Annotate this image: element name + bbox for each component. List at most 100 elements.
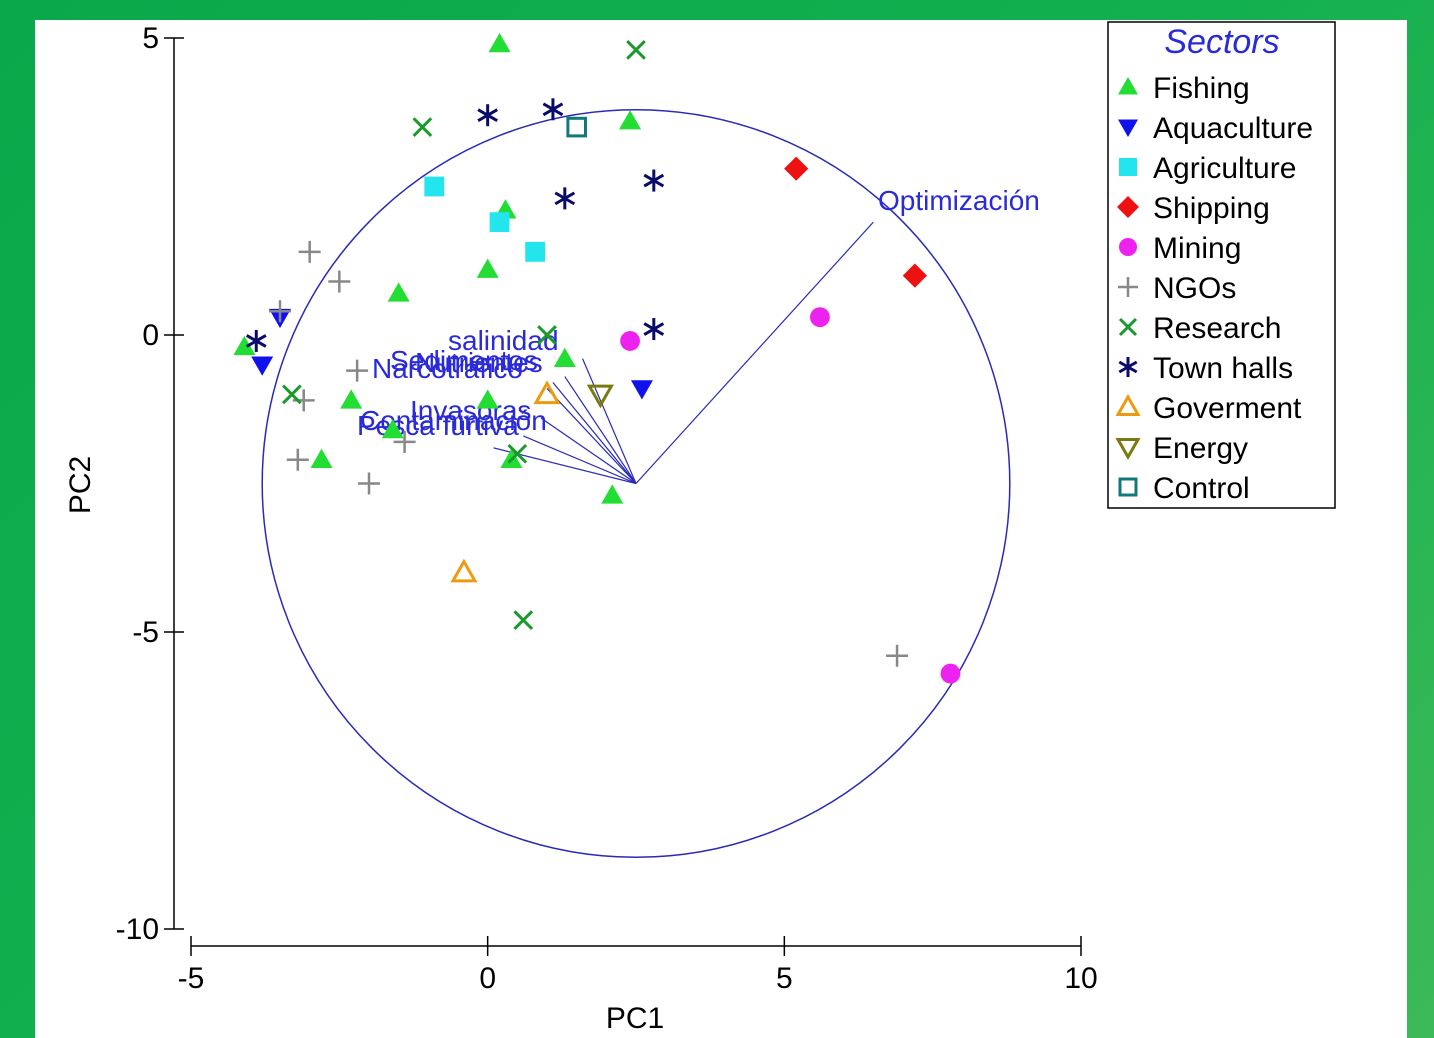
y-tick-label: -10	[116, 913, 159, 946]
y-tick-label: 5	[142, 22, 159, 55]
vector-label: Nutrientes	[415, 347, 543, 378]
town-halls-point	[542, 98, 564, 121]
ngos-point	[298, 240, 321, 263]
research-point	[626, 40, 646, 60]
legend-marker-mining	[1119, 238, 1137, 256]
data-points	[233, 32, 961, 684]
ngos-point	[328, 270, 351, 293]
ngos-point	[886, 644, 909, 667]
fishing-point	[233, 335, 256, 356]
tick-marks: -5 0 5 10 5 0 -5 -10	[116, 22, 1098, 995]
legend-marker-goverment	[1115, 393, 1141, 416]
loading-vectors: OptimizaciónsalinidadSedimentosNutriente…	[357, 185, 1040, 485]
agriculture-point	[424, 176, 445, 197]
y-tick-label: -5	[132, 616, 159, 649]
y-tick-label: 0	[142, 319, 159, 352]
shipping-point	[902, 263, 927, 288]
research-point	[282, 384, 302, 405]
x-tick-label: 5	[776, 962, 793, 995]
mining-point	[940, 663, 961, 684]
agriculture-point	[525, 241, 546, 262]
fishing-point	[340, 389, 363, 409]
legend-marker-aquaculture	[1118, 119, 1138, 137]
town-halls-point	[245, 329, 267, 352]
ngos-point	[269, 300, 291, 323]
x-tick-label: 0	[479, 962, 496, 995]
vector-label: Narcotráfico	[372, 353, 523, 384]
fishing-point	[476, 389, 499, 409]
legend-label-control: Control	[1153, 472, 1250, 505]
ngos-point	[393, 430, 416, 453]
goverment-point	[533, 380, 561, 405]
legend-marker-shipping	[1117, 196, 1139, 218]
legend-marker-town-halls	[1118, 357, 1138, 377]
vector-label: Optimización	[878, 185, 1040, 216]
mining-point	[810, 307, 830, 328]
fishing-point	[619, 110, 642, 130]
legend-marker-ngos	[1118, 277, 1138, 297]
legend-label-research: Research	[1153, 312, 1281, 345]
legend-marker-control	[1118, 477, 1138, 497]
agriculture-point	[489, 212, 510, 233]
x-tick-label: -5	[178, 962, 205, 995]
fishing-point	[310, 448, 333, 468]
axes: PC1 PC2	[64, 38, 1081, 1035]
loading-vector	[546, 388, 637, 484]
legend-title: Sectors	[1164, 23, 1279, 61]
fishing-point	[476, 258, 499, 278]
fishing-point	[387, 282, 410, 302]
research-point	[507, 443, 528, 464]
y-axis-title: PC2	[64, 456, 97, 514]
loading-vector	[540, 417, 637, 484]
legend: Sectors Fishing Aquaculture Agriculture Shi…	[1107, 21, 1336, 509]
mining-point	[620, 331, 640, 351]
town-halls-point	[554, 187, 576, 210]
research-point	[537, 325, 557, 345]
legend-marker-energy	[1115, 438, 1141, 461]
vector-label: Invasoras	[410, 395, 531, 426]
x-tick-label: 10	[1064, 962, 1097, 995]
aquaculture-point	[630, 380, 653, 400]
legend-marker-agriculture	[1119, 158, 1137, 176]
legend-label-shipping: Shipping	[1153, 192, 1270, 225]
research-point	[513, 610, 534, 630]
shipping-point	[784, 156, 809, 181]
pca-biplot: PC1 PC2 -5 0 5 10 5 0 -5 -10 Optimizaciónsalini…	[64, 21, 1336, 1035]
fishing-point	[601, 484, 624, 504]
legend-box	[1107, 21, 1336, 509]
chart-panel: PC1 PC2 -5 0 5 10 5 0 -5 -10 Optimización salini…	[35, 20, 1407, 1038]
legend-label-mining: Mining	[1153, 232, 1241, 265]
research-point	[412, 117, 433, 137]
town-halls-point	[643, 169, 665, 192]
fishing-point	[553, 347, 576, 368]
goverment-point	[450, 558, 478, 583]
fishing-point	[381, 419, 404, 439]
legend-marker-fishing	[1118, 77, 1138, 95]
loading-vector	[552, 382, 637, 484]
correlation-circle	[261, 108, 1011, 859]
control-point	[566, 116, 587, 138]
legend-label-town-halls: Town halls	[1153, 352, 1293, 385]
energy-point	[586, 384, 614, 409]
legend-label-fishing: Fishing	[1153, 72, 1250, 105]
ngos-point	[358, 472, 380, 495]
town-halls-point	[477, 104, 498, 127]
loading-vector	[635, 221, 874, 484]
legend-label-energy: Energy	[1153, 432, 1248, 465]
fishing-point	[488, 32, 511, 53]
legend-label-aquaculture: Aquaculture	[1153, 112, 1313, 145]
x-axis-title: PC1	[606, 1002, 664, 1035]
aquaculture-point	[251, 356, 274, 376]
ngos-point	[286, 448, 309, 471]
vector-label: Sedimentos	[390, 345, 538, 376]
ngos-point	[346, 359, 369, 382]
loading-vector	[564, 376, 637, 484]
legend-marker-research	[1118, 317, 1138, 337]
correlation-circle-group	[261, 108, 1011, 859]
legend-label-goverment: Goverment	[1153, 392, 1302, 425]
loading-vector	[582, 358, 637, 484]
loading-vector	[523, 435, 637, 485]
town-halls-point	[643, 318, 665, 341]
legend-label-agriculture: Agriculture	[1153, 152, 1296, 185]
legend-label-ngos: NGOs	[1153, 272, 1236, 305]
